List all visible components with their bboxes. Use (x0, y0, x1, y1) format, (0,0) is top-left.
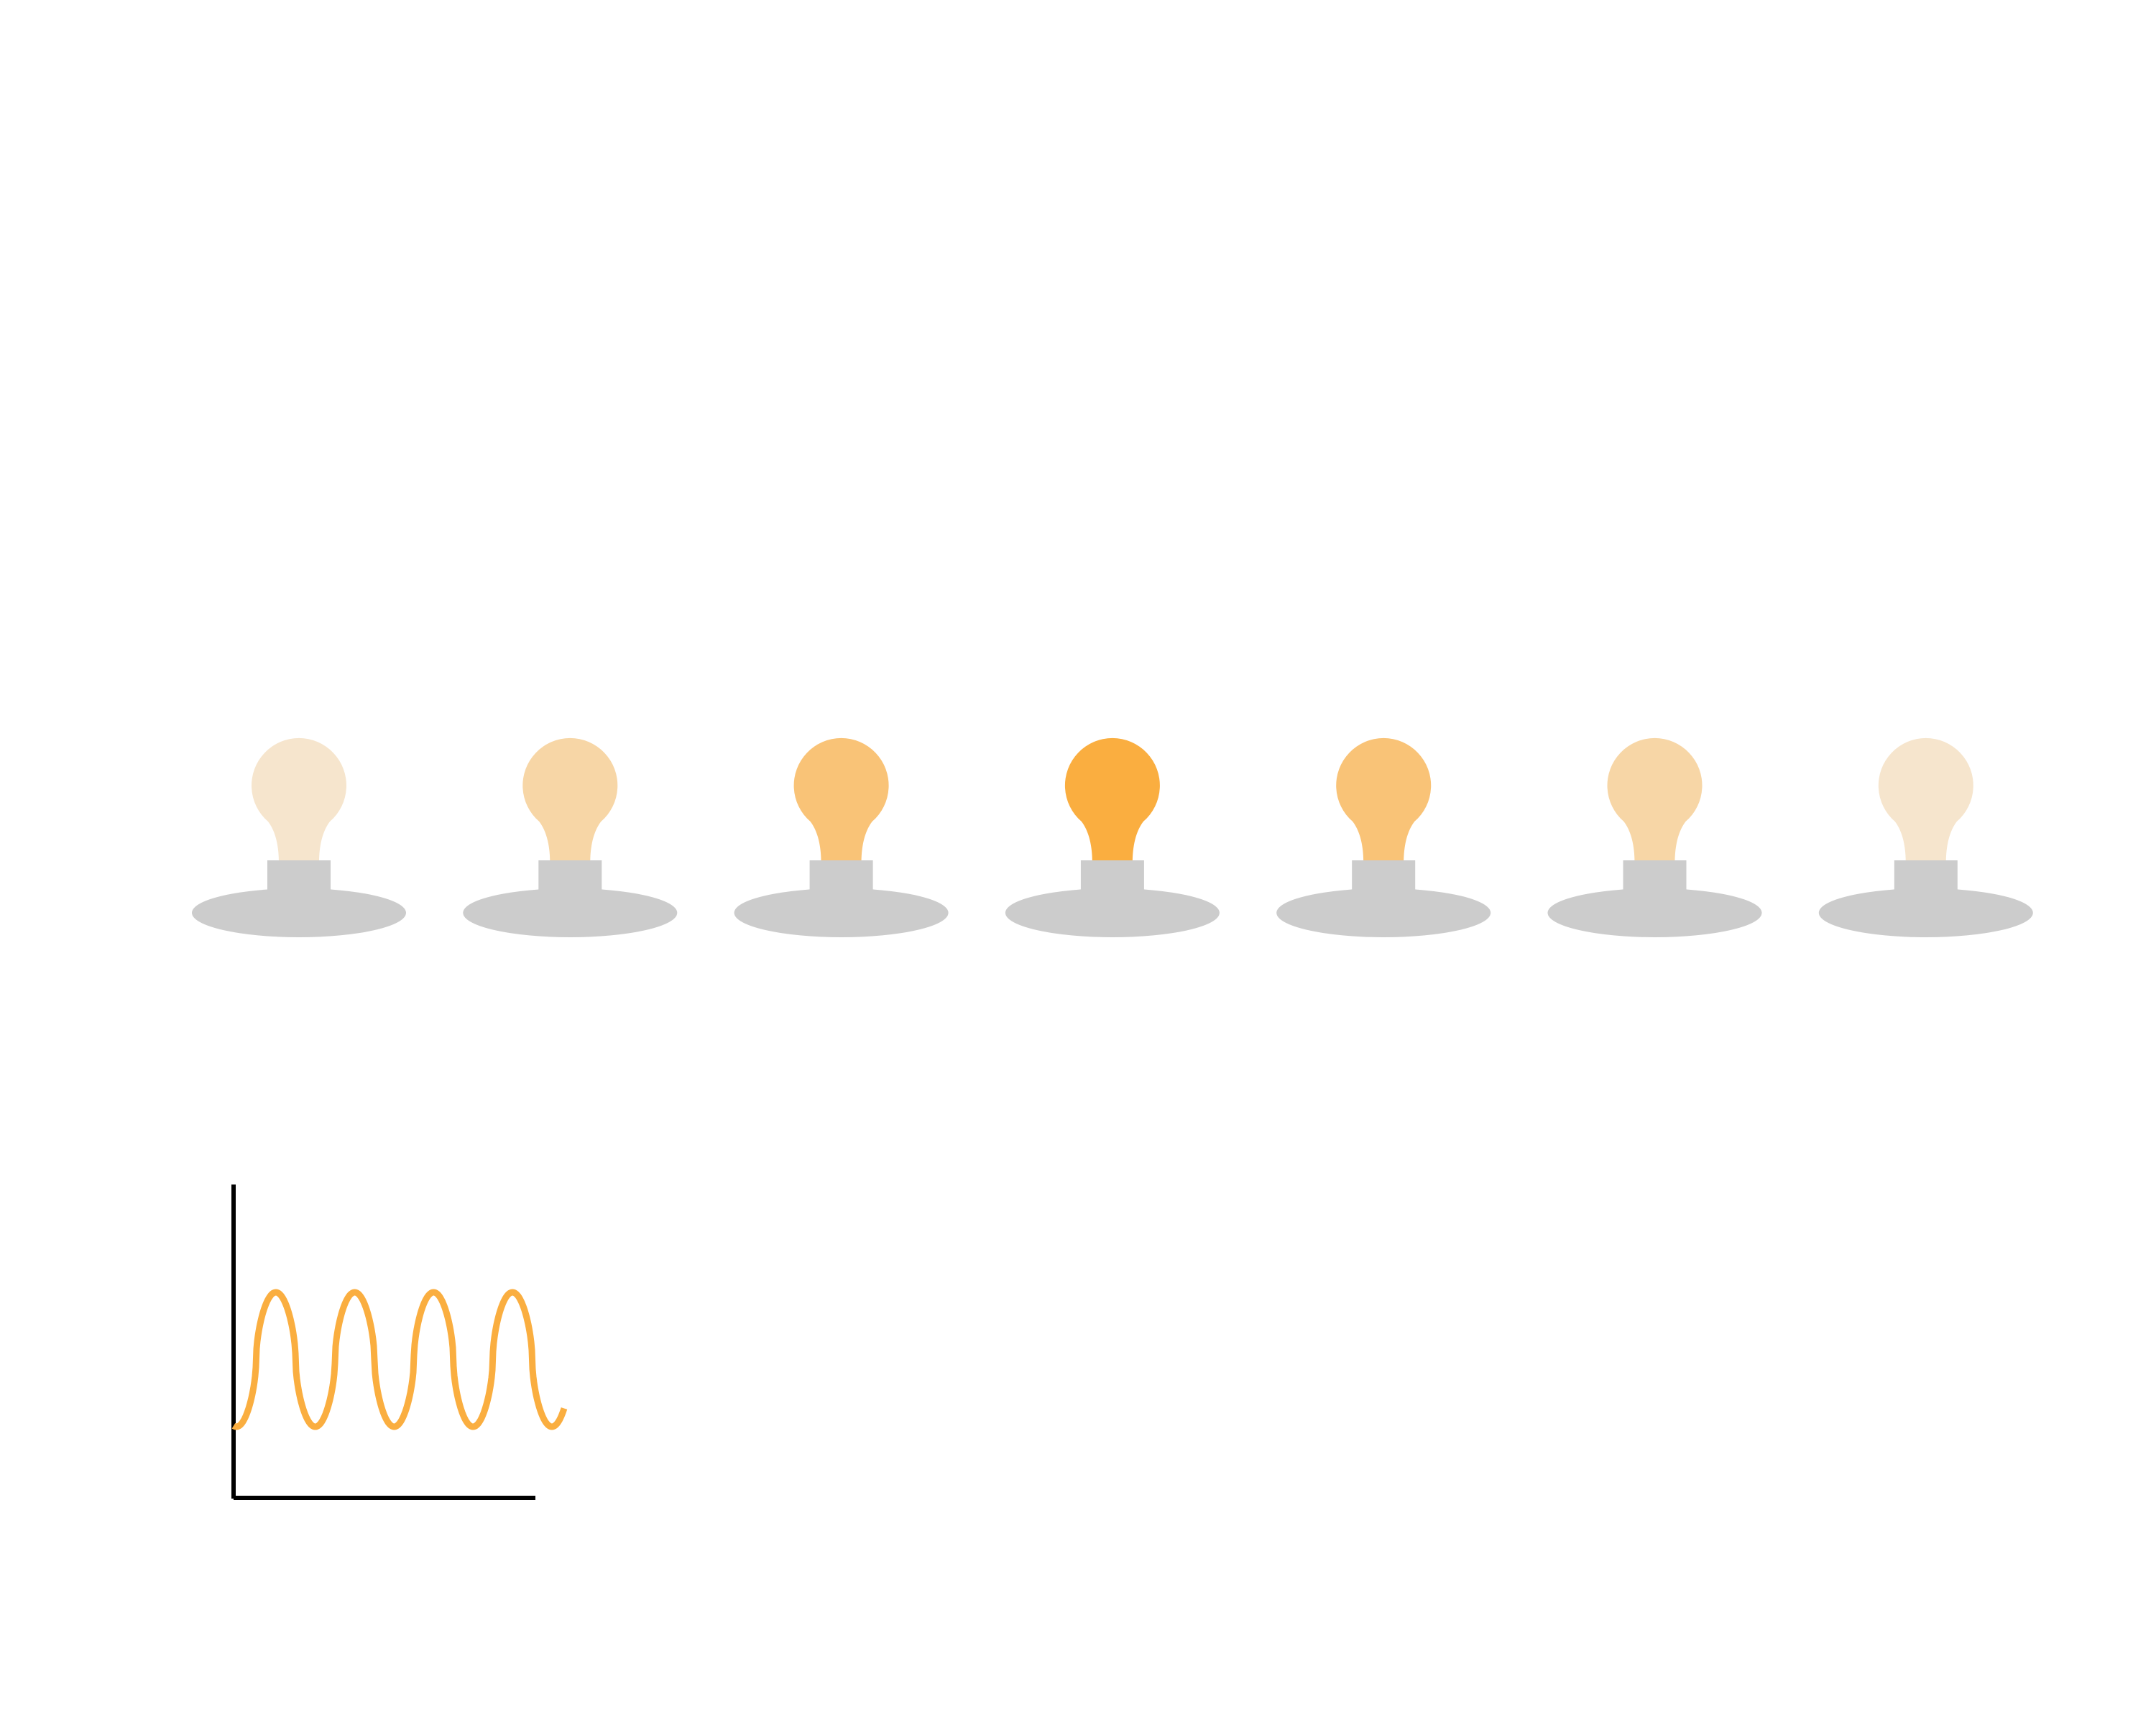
bulb-glass (1878, 737, 1973, 862)
bulb-glass (522, 737, 618, 862)
bulb-socket (1894, 860, 1958, 895)
bulb-3 (734, 737, 949, 937)
bulb-socket (1352, 860, 1416, 895)
bulb-6 (1547, 737, 1762, 937)
bulb-2 (463, 737, 678, 937)
bulb-glass (793, 737, 889, 862)
waveform-line (231, 1289, 568, 1430)
bulb-socket (267, 860, 331, 895)
lamp-dish (1005, 888, 1220, 937)
bulb-socket (1080, 860, 1144, 895)
lamp-dish (192, 888, 406, 937)
bulb-7 (1818, 737, 2033, 937)
bulb-4 (1005, 737, 1220, 937)
bulb-glass (252, 737, 347, 862)
lamp-dish (734, 888, 949, 937)
bulb-1 (192, 737, 406, 937)
bulb-glass (1607, 737, 1703, 862)
bulb-socket (809, 860, 873, 895)
lamp-dish (1818, 888, 2033, 937)
bulb-glass (1336, 737, 1432, 862)
bulb-socket (538, 860, 602, 895)
bulb-row (192, 737, 2033, 937)
lamp-dish (1276, 888, 1491, 937)
bulb-glass (1064, 737, 1160, 862)
waveform-graph (231, 1184, 568, 1500)
lamp-dish (1547, 888, 1762, 937)
bulb-socket (1623, 860, 1687, 895)
bulb-5 (1276, 737, 1491, 937)
lamp-dish (463, 888, 678, 937)
